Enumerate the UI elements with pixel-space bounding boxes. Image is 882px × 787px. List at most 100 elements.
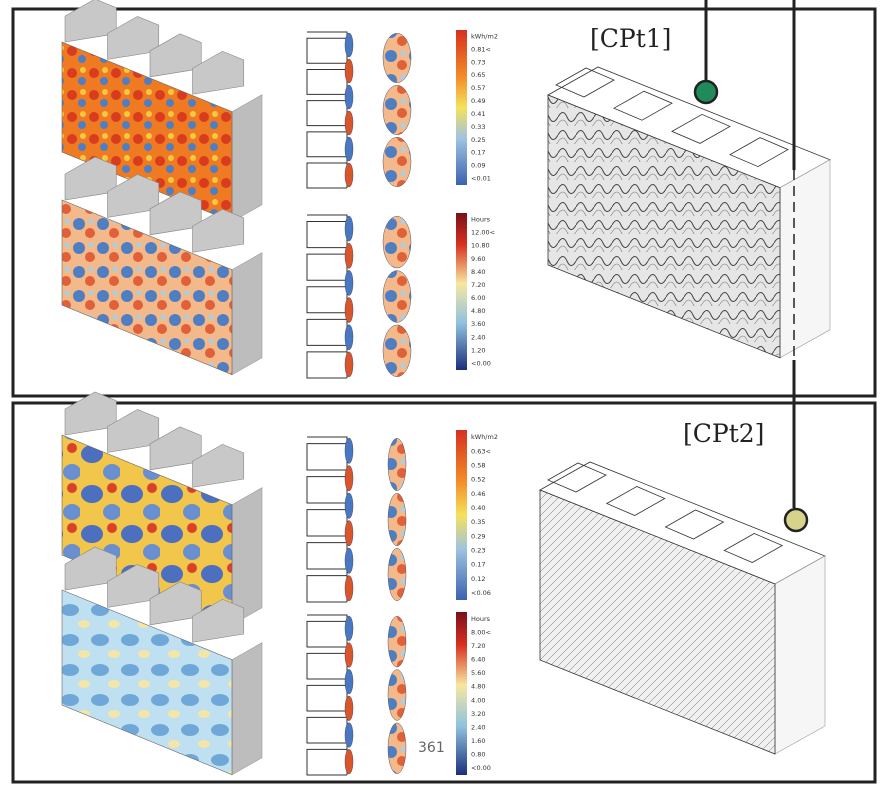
legend-label: 0.40 bbox=[471, 504, 485, 512]
marker bbox=[695, 81, 717, 103]
legend-label: 3.60 bbox=[471, 320, 485, 328]
legend-title: kWh/m2 bbox=[471, 433, 498, 441]
lens bbox=[345, 438, 353, 463]
lens-section bbox=[388, 548, 406, 600]
lens bbox=[345, 163, 353, 187]
lens-section bbox=[383, 216, 411, 268]
legend-label: <0.06 bbox=[471, 589, 491, 597]
lens bbox=[345, 216, 353, 241]
marker bbox=[785, 509, 807, 531]
lens-section bbox=[383, 137, 411, 187]
legend-label: 8.40 bbox=[471, 268, 485, 276]
lens bbox=[345, 59, 353, 83]
lens bbox=[345, 493, 353, 518]
lens bbox=[345, 548, 353, 573]
legend-label: 0.52 bbox=[471, 476, 485, 484]
lens bbox=[345, 243, 353, 268]
lens-section bbox=[383, 33, 411, 83]
legend-bar bbox=[456, 612, 467, 775]
legend-label: <0.00 bbox=[471, 359, 491, 367]
wire-side bbox=[775, 556, 825, 754]
legend-label: 0.25 bbox=[471, 136, 485, 144]
legend-label: <0.00 bbox=[471, 764, 491, 772]
legend-bar bbox=[456, 430, 467, 600]
legend-label: 0.80 bbox=[471, 751, 485, 759]
lens bbox=[345, 749, 353, 774]
section-outline bbox=[307, 215, 347, 378]
lens bbox=[345, 723, 353, 748]
legend-label: 0.09 bbox=[471, 162, 485, 170]
legend-label: 7.20 bbox=[471, 281, 485, 289]
lens bbox=[345, 466, 353, 491]
figure: kWh/m2 0.81< 0.73 0.65 0.57 0.49 0.41 0.33 0.25 0… bbox=[0, 0, 882, 787]
wire-side bbox=[780, 160, 830, 358]
lens-section bbox=[388, 438, 406, 490]
legend-label: 9.60 bbox=[471, 255, 485, 263]
lens-section bbox=[388, 723, 406, 774]
panel-label: [CPt1] bbox=[590, 24, 671, 53]
shapes: kWh/m2 0.81< 0.73 0.65 0.57 0.49 0.41 0.33 0.25 0… bbox=[62, 0, 830, 775]
legend-bar bbox=[456, 30, 467, 185]
legend-label: 0.73 bbox=[471, 58, 485, 66]
lens-section bbox=[383, 85, 411, 135]
panel-label: [CPt2] bbox=[683, 419, 764, 448]
legend-label: 0.33 bbox=[471, 123, 485, 131]
legend-label: 0.57 bbox=[471, 84, 485, 92]
legend-label: 3.20 bbox=[471, 710, 485, 718]
legend-label: 0.12 bbox=[471, 575, 485, 583]
legend-label: 2.40 bbox=[471, 723, 485, 731]
section-outline bbox=[307, 615, 347, 775]
legend-label: 12.00< bbox=[471, 229, 495, 237]
legend-label: 0.46 bbox=[471, 490, 485, 498]
legend-title: Hours bbox=[471, 216, 491, 224]
legend-title: kWh/m2 bbox=[471, 32, 498, 40]
facade-side bbox=[232, 488, 262, 625]
legend-label: 0.49 bbox=[471, 97, 485, 105]
lens bbox=[345, 85, 353, 109]
lens bbox=[345, 576, 353, 601]
legend-label: 0.29 bbox=[471, 532, 485, 540]
legend-label: 0.17 bbox=[471, 149, 485, 157]
legend-bar bbox=[456, 213, 467, 370]
legend-label: 4.80 bbox=[471, 307, 485, 315]
legend-label: 0.41 bbox=[471, 110, 485, 118]
lens-section bbox=[383, 271, 411, 323]
lens bbox=[345, 270, 353, 295]
lens bbox=[345, 352, 353, 377]
facade-side bbox=[232, 643, 262, 775]
lens bbox=[345, 643, 353, 668]
legend-label: 0.58 bbox=[471, 461, 485, 469]
legend-label: 1.60 bbox=[471, 737, 485, 745]
lens-section bbox=[388, 616, 406, 667]
facade-side bbox=[232, 253, 262, 375]
legend-label: 10.80 bbox=[471, 242, 490, 250]
lens-section bbox=[388, 670, 406, 721]
legend-label: 0.81< bbox=[471, 45, 491, 53]
lens bbox=[345, 669, 353, 694]
lens-section bbox=[383, 325, 411, 377]
legend-label: 7.20 bbox=[471, 642, 485, 650]
legend-label: 0.65 bbox=[471, 71, 485, 79]
lens bbox=[345, 111, 353, 135]
lens-section bbox=[388, 493, 406, 545]
legend-label: <0.01 bbox=[471, 175, 491, 183]
legend-title: Hours bbox=[471, 615, 491, 623]
section-outline bbox=[307, 32, 347, 188]
legend-label: 6.40 bbox=[471, 656, 485, 664]
legend-label: 4.80 bbox=[471, 683, 485, 691]
section-outline bbox=[307, 437, 347, 602]
legend-label: 0.35 bbox=[471, 518, 485, 526]
legend-label: 6.00 bbox=[471, 294, 485, 302]
lens bbox=[345, 33, 353, 57]
legend-label: 0.63< bbox=[471, 447, 491, 455]
legend-label: 8.00< bbox=[471, 628, 491, 636]
lens bbox=[345, 521, 353, 546]
legend-label: 1.20 bbox=[471, 346, 485, 354]
legend-label: 0.23 bbox=[471, 546, 485, 554]
legend-label: 4.00 bbox=[471, 696, 485, 704]
legend-label: 2.40 bbox=[471, 333, 485, 341]
lens bbox=[345, 325, 353, 350]
facade-side bbox=[232, 95, 262, 222]
legend-label: 5.60 bbox=[471, 669, 485, 677]
legend-label: 0.17 bbox=[471, 561, 485, 569]
